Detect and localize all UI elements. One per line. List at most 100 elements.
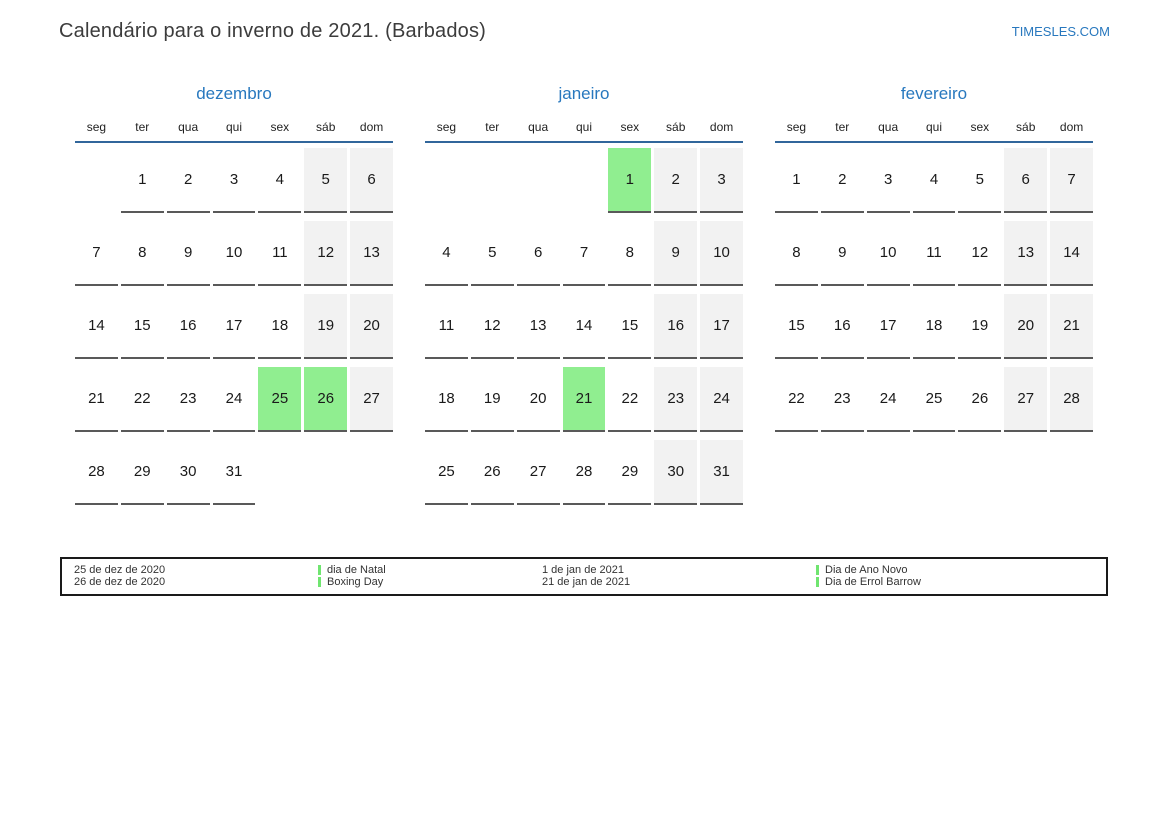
- week-row: 28 29 30 31: [75, 440, 393, 505]
- month-title: janeiro: [558, 84, 610, 103]
- legend-date: 21 de jan de 2021: [542, 576, 631, 588]
- legend-holiday: Boxing Day: [318, 576, 542, 588]
- day-dezembro-6: 6: [350, 148, 393, 213]
- day-dezembro-13: 13: [350, 221, 393, 286]
- day-janeiro-5: 5: [470, 221, 514, 286]
- day-dezembro-7: 7: [75, 221, 118, 286]
- legend-date: 1 de jan de 2021: [542, 564, 624, 576]
- weekday-header-row: seg ter qua qui sex sáb dom: [425, 120, 743, 143]
- day-fevereiro-2: 2: [820, 148, 864, 213]
- day-fevereiro-19: 19: [958, 294, 1002, 359]
- weekday-label-qui: qui: [925, 120, 942, 134]
- day-dezembro-24: 24: [212, 367, 256, 432]
- week-row: 14 15 16 17 18 19 20: [75, 294, 393, 359]
- weekday-label-seg: seg: [86, 120, 107, 134]
- holiday-marker-icon: [816, 565, 819, 575]
- day-janeiro-1: 1: [608, 148, 652, 213]
- week-row: 21 22 23 24 25 26 27: [75, 367, 393, 432]
- day-janeiro-18: 18: [425, 367, 468, 432]
- weekday-label-qua: qua: [178, 120, 199, 134]
- weekday-label-qui: qui: [225, 120, 242, 134]
- empty-cell: [563, 148, 606, 213]
- day-fevereiro-18: 18: [912, 294, 956, 359]
- day-janeiro-19: 19: [470, 367, 514, 432]
- weekday-label-sáb: sáb: [1016, 120, 1036, 134]
- holiday-marker-icon: [318, 577, 321, 587]
- day-fevereiro-25: 25: [912, 367, 956, 432]
- week-row: 25 26 27 28 29 30 31: [425, 440, 743, 505]
- day-fevereiro-28: 28: [1050, 367, 1093, 432]
- day-janeiro-26: 26: [470, 440, 514, 505]
- page-title: Calendário para o inverno de 2021. (Barb…: [59, 20, 487, 42]
- weekday-header-row: seg ter qua qui sex sáb dom: [775, 120, 1093, 143]
- day-fevereiro-9: 9: [820, 221, 864, 286]
- empty-cell: [350, 440, 393, 505]
- day-janeiro-29: 29: [608, 440, 652, 505]
- day-dezembro-25: 25: [258, 367, 302, 432]
- day-dezembro-29: 29: [120, 440, 164, 505]
- day-fevereiro-21: 21: [1050, 294, 1093, 359]
- weekday-label-sex: sex: [970, 120, 990, 134]
- day-dezembro-26: 26: [304, 367, 348, 432]
- day-dezembro-27: 27: [350, 367, 393, 432]
- weekday-label-sex: sex: [620, 120, 640, 134]
- day-dezembro-19: 19: [304, 294, 348, 359]
- day-dezembro-3: 3: [212, 148, 256, 213]
- site-link[interactable]: TIMESLES.COM: [1011, 24, 1110, 39]
- day-dezembro-16: 16: [166, 294, 210, 359]
- day-janeiro-12: 12: [470, 294, 514, 359]
- day-dezembro-30: 30: [166, 440, 210, 505]
- week-row: 11 12 13 14 15 16 17: [425, 294, 743, 359]
- day-janeiro-2: 2: [654, 148, 698, 213]
- day-fevereiro-16: 16: [820, 294, 864, 359]
- holiday-marker-icon: [318, 565, 321, 575]
- month-fevereiro: fevereiro seg ter qua qui sex sáb dom 1 2 3 4 5 6 7 8 9 1…: [775, 84, 1093, 505]
- day-dezembro-10: 10: [212, 221, 256, 286]
- day-dezembro-8: 8: [120, 221, 164, 286]
- weekday-label-seg: seg: [786, 120, 807, 134]
- weekday-label-sáb: sáb: [666, 120, 686, 134]
- weekday-label-dom: dom: [359, 120, 384, 134]
- weekday-label-sáb: sáb: [316, 120, 336, 134]
- day-fevereiro-5: 5: [958, 148, 1002, 213]
- weekday-label-dom: dom: [709, 120, 734, 134]
- month-title: fevereiro: [900, 84, 968, 103]
- day-janeiro-17: 17: [700, 294, 743, 359]
- day-fevereiro-10: 10: [866, 221, 910, 286]
- legend-date: 25 de dez de 2020: [74, 564, 166, 576]
- legend-holiday: Dia de Errol Barrow: [816, 576, 1106, 588]
- day-dezembro-15: 15: [120, 294, 164, 359]
- day-janeiro-20: 20: [516, 367, 560, 432]
- day-fevereiro-24: 24: [866, 367, 910, 432]
- day-janeiro-10: 10: [700, 221, 743, 286]
- weekday-label-qua: qua: [878, 120, 899, 134]
- months-container: dezembro seg ter qua qui sex sáb dom 1 2 3 4 5 6 7 8 9 10…: [75, 84, 1093, 505]
- day-dezembro-18: 18: [258, 294, 302, 359]
- day-fevereiro-14: 14: [1050, 221, 1093, 286]
- day-dezembro-20: 20: [350, 294, 393, 359]
- day-janeiro-13: 13: [516, 294, 560, 359]
- day-fevereiro-4: 4: [912, 148, 956, 213]
- day-janeiro-24: 24: [700, 367, 743, 432]
- holiday-marker-icon: [816, 577, 819, 587]
- day-fevereiro-12: 12: [958, 221, 1002, 286]
- day-dezembro-23: 23: [166, 367, 210, 432]
- legend-holiday: Dia de Ano Novo: [816, 564, 1106, 576]
- day-janeiro-21: 21: [562, 367, 606, 432]
- day-fevereiro-6: 6: [1004, 148, 1048, 213]
- day-fevereiro-23: 23: [820, 367, 864, 432]
- day-janeiro-28: 28: [562, 440, 606, 505]
- weekday-label-ter: ter: [835, 120, 850, 134]
- day-dezembro-14: 14: [75, 294, 118, 359]
- day-fevereiro-1: 1: [775, 148, 818, 213]
- empty-cell: [304, 440, 347, 505]
- day-dezembro-21: 21: [75, 367, 118, 432]
- week-row: 8 9 10 11 12 13 14: [775, 221, 1093, 286]
- weekday-label-ter: ter: [485, 120, 500, 134]
- day-janeiro-7: 7: [562, 221, 606, 286]
- legend-date: 26 de dez de 2020: [74, 576, 166, 588]
- weekday-label-qua: qua: [528, 120, 549, 134]
